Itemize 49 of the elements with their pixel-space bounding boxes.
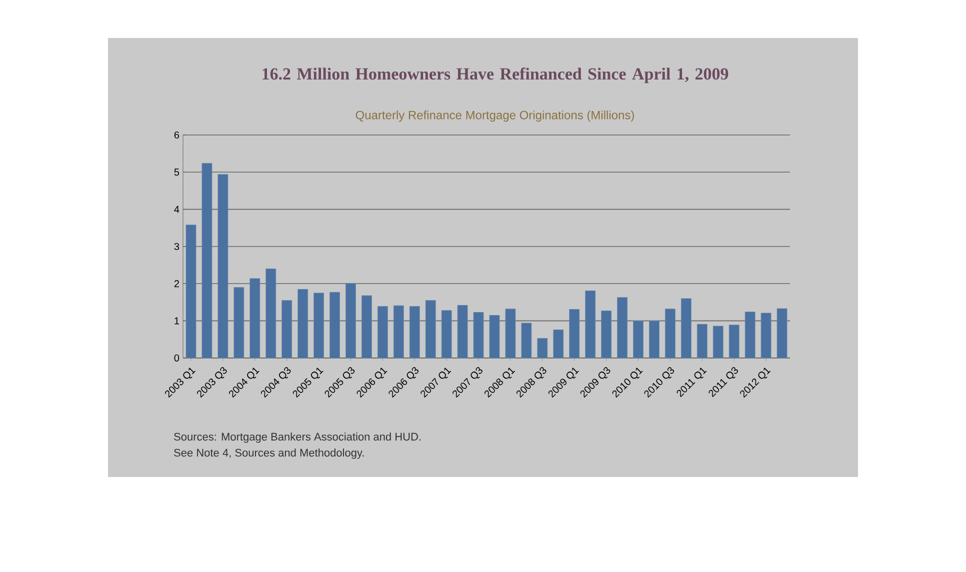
bar bbox=[409, 306, 420, 358]
bar bbox=[186, 224, 196, 358]
bar bbox=[617, 297, 628, 358]
y-tick-label: 5 bbox=[174, 168, 180, 176]
bar bbox=[282, 300, 292, 358]
bar bbox=[728, 324, 740, 358]
bar bbox=[330, 292, 340, 358]
bar bbox=[760, 312, 772, 358]
bar bbox=[776, 308, 788, 358]
bar bbox=[553, 330, 564, 358]
bar bbox=[633, 320, 644, 358]
bar bbox=[649, 320, 660, 358]
y-tick-label: 0 bbox=[174, 354, 180, 362]
bar bbox=[234, 287, 244, 358]
bar bbox=[346, 283, 356, 358]
y-tick-label: 2 bbox=[174, 280, 179, 288]
bar bbox=[744, 312, 756, 358]
bar bbox=[298, 289, 308, 358]
chart-subtitle: Quarterly Refinance Mortgage Originations (Millions) bbox=[356, 110, 634, 122]
bar bbox=[202, 163, 212, 358]
bar bbox=[665, 308, 676, 358]
y-tick-label: 4 bbox=[174, 206, 180, 213]
bar bbox=[505, 308, 516, 358]
source-note: Sources: Mortgage Bankers Association and HUD. bbox=[174, 432, 421, 443]
bar bbox=[362, 295, 372, 358]
y-tick-label: 6 bbox=[174, 131, 180, 139]
bar bbox=[441, 310, 452, 358]
bar bbox=[473, 312, 484, 358]
bar bbox=[250, 278, 260, 358]
bar bbox=[425, 300, 436, 358]
bar bbox=[569, 309, 580, 358]
bar bbox=[601, 310, 612, 358]
bar bbox=[680, 298, 692, 358]
bar bbox=[521, 322, 532, 358]
bar bbox=[537, 338, 548, 358]
y-tick-label: 1 bbox=[174, 317, 179, 324]
bar bbox=[218, 174, 228, 358]
bar bbox=[393, 305, 404, 358]
bar bbox=[712, 326, 724, 358]
text: See Note 4, Sources and Methodology. bbox=[174, 448, 364, 459]
bar bbox=[696, 324, 708, 358]
y-tick-label: 3 bbox=[174, 242, 180, 250]
bar bbox=[457, 305, 468, 358]
bar bbox=[489, 315, 500, 358]
bar bbox=[377, 306, 388, 358]
chart-title: 16.2 Million Homeowners Have Refinanced Since April 1, 2009 bbox=[262, 68, 728, 84]
bar bbox=[266, 268, 276, 358]
bar bbox=[314, 292, 324, 358]
bar bbox=[585, 290, 596, 358]
